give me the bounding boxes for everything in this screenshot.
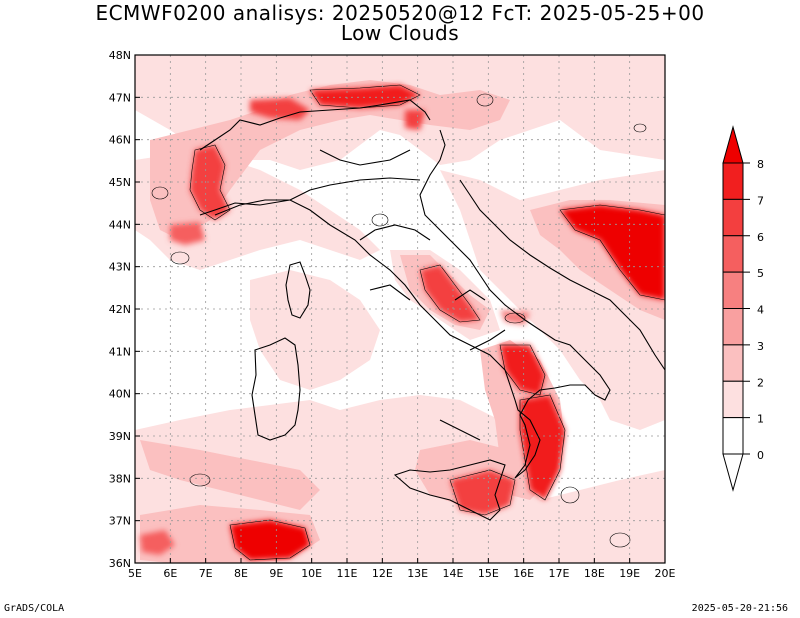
lon-tick-label: 6E xyxy=(163,567,177,580)
lon-tick-label: 9E xyxy=(269,567,283,580)
lat-tick-label: 42N xyxy=(109,303,131,316)
lon-tick-label: 5E xyxy=(128,567,142,580)
lat-tick-label: 43N xyxy=(109,261,131,274)
lon-tick-label: 7E xyxy=(199,567,213,580)
lon-tick-label: 15E xyxy=(478,567,499,580)
colorbar: 0 1 2 3 4 5 6 7 8 xyxy=(722,125,764,492)
colorbar-swatch xyxy=(722,162,744,200)
lat-tick-label: 44N xyxy=(109,218,131,231)
lat-tick-label: 40N xyxy=(109,388,131,401)
lon-tick-label: 20E xyxy=(655,567,676,580)
colorbar-swatch xyxy=(722,271,744,309)
lon-tick-label: 14E xyxy=(443,567,464,580)
colorbar-bottom-arrow xyxy=(722,453,744,492)
lat-tick-label: 46N xyxy=(109,134,131,147)
colorbar-label: 7 xyxy=(757,194,764,207)
lat-tick-label: 45N xyxy=(109,176,131,189)
lon-tick-label: 18E xyxy=(584,567,605,580)
colorbar-top-arrow xyxy=(722,125,744,164)
colorbar-label: 6 xyxy=(757,231,764,244)
lon-tick-label: 16E xyxy=(513,567,534,580)
lon-tick-label: 17E xyxy=(549,567,570,580)
plot-area: 5E 6E 7E 8E 9E 10E 11E 12E 13E 14E 15E 16E 17E 18E 19E… xyxy=(109,49,676,580)
colorbar-swatch xyxy=(722,417,744,455)
lat-axis-labels: 36N 37N 38N 39N 40N 41N 42N 43N 44N 45N 46N 47N 48N xyxy=(109,49,140,570)
lat-tick-label: 48N xyxy=(109,49,131,62)
lon-tick-label: 19E xyxy=(619,567,640,580)
colorbar-label: 3 xyxy=(757,340,764,353)
lon-tick-label: 12E xyxy=(372,567,393,580)
footer-timestamp: 2025-05-20-21:56 xyxy=(691,603,788,614)
colorbar-swatch xyxy=(722,308,744,346)
coastline xyxy=(199,99,665,521)
lon-tick-label: 13E xyxy=(407,567,428,580)
colorbar-swatch xyxy=(722,235,744,273)
lat-tick-label: 38N xyxy=(109,472,131,485)
colorbar-swatch xyxy=(722,198,744,237)
map-subtitle: Low Clouds xyxy=(340,21,460,45)
colorbar-label: 5 xyxy=(757,267,764,280)
lat-tick-label: 39N xyxy=(109,430,131,443)
colorbar-label: 0 xyxy=(757,449,764,462)
lat-tick-label: 41N xyxy=(109,345,131,358)
lon-tick-label: 10E xyxy=(301,567,322,580)
lat-tick-label: 36N xyxy=(109,557,131,570)
colorbar-label: 2 xyxy=(757,376,764,389)
footer-credit: GrADS/COLA xyxy=(4,603,65,614)
lat-tick-label: 37N xyxy=(109,515,131,528)
map-grid xyxy=(135,55,665,563)
colorbar-label: 8 xyxy=(757,158,764,171)
colorbar-swatch xyxy=(722,344,744,382)
lon-tick-label: 11E xyxy=(337,567,358,580)
colorbar-label: 1 xyxy=(757,413,764,426)
lat-tick-label: 47N xyxy=(109,91,131,104)
colorbar-label: 4 xyxy=(757,304,764,317)
lon-axis-labels: 5E 6E 7E 8E 9E 10E 11E 12E 13E 14E 15E 16E 17E 18E 19E… xyxy=(128,558,676,580)
map-title: ECMWF0200 analisys: 20250520@12 FcT: 202… xyxy=(95,1,705,25)
colorbar-swatch xyxy=(722,380,744,419)
lon-tick-label: 8E xyxy=(234,567,248,580)
